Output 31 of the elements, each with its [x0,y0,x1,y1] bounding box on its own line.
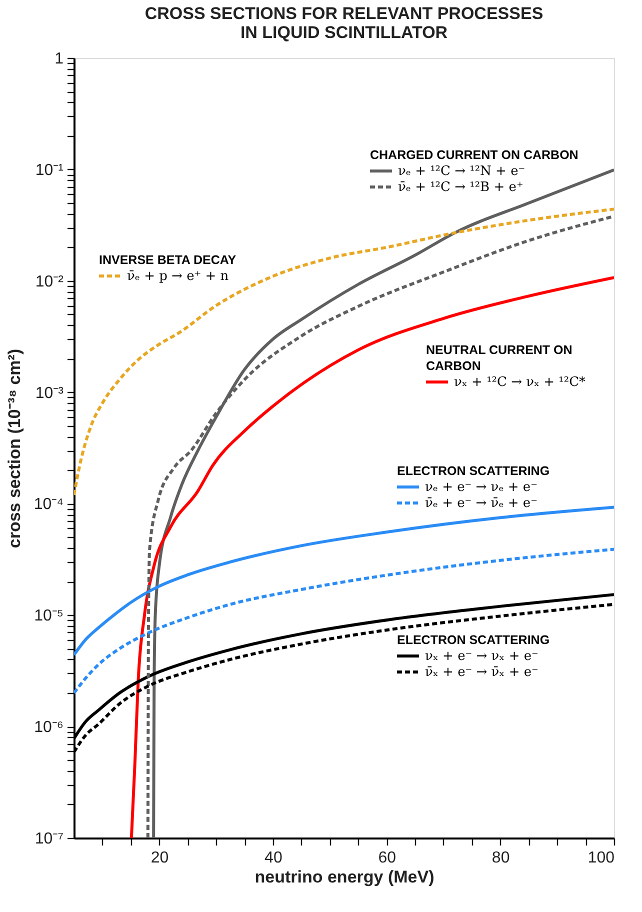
legend-label: νₑ + ¹²C → ¹²N + e⁻ [398,164,526,179]
x-axis-title: neutrino energy (MeV) [254,868,434,886]
x-tick-label: 100 [588,850,615,866]
line-series [74,208,614,496]
y-axis-title: cross section (10⁻³⁸ cm²) [4,348,24,548]
legend-label: ν̄ₑ + ¹²C → ¹²B + e⁺ [398,180,524,195]
y-tick-label: 10⁻² [35,273,64,290]
y-tick-label: 1 [54,50,64,68]
legend-label: νₓ + ¹²C → νₓ + ¹²C* [454,375,586,390]
y-tick-label: 10⁻³ [35,384,64,402]
x-tick-label: 40 [264,850,282,866]
legend-label: ν̄ₑ + p → e⁺ + n [127,269,230,284]
legend-label: νₓ + e⁻ → νₓ + e⁻ [425,649,538,664]
legend-label: ν̄ₑ + e⁻ → ν̄ₑ + e⁻ [425,496,538,511]
chart-title: CROSS SECTIONS FOR RELEVANT PROCESSES IN LIQUID SCINTILLATOR [144,4,544,42]
y-tick-label: 10⁻⁵ [34,608,64,625]
y-tick-label: 10⁻⁶ [34,719,64,736]
y-tick-label: 10⁻⁴ [34,496,64,514]
annotation: ELECTRON SCATTERING [397,633,550,647]
y-tick-label: 10⁻¹ [35,162,64,179]
annotation: ELECTRON SCATTERING [397,464,550,478]
annotation: CHARGED CURRENT ON CARBON [370,148,578,162]
x-tick-label: 80 [492,850,510,866]
legend-label: νₑ + e⁻ → νₑ + e⁻ [425,480,538,495]
x-tick-label: 60 [378,850,396,866]
line-series [74,548,614,695]
annotation: NEUTRAL CURRENT ON CARBON [426,343,572,373]
x-tick-label: 20 [150,850,169,866]
legend-label: ν̄ₓ + e⁻ → ν̄ₓ + e⁻ [425,665,538,680]
annotation: INVERSE BETA DECAY [99,253,237,267]
y-tick-label: 10⁻⁷ [34,830,64,848]
